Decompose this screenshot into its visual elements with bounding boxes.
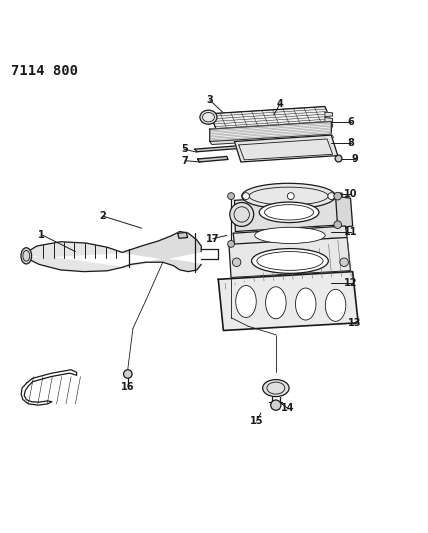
Polygon shape (233, 226, 347, 244)
Polygon shape (210, 122, 331, 141)
Circle shape (340, 258, 348, 266)
Text: 14: 14 (281, 403, 294, 413)
Circle shape (232, 258, 241, 266)
Ellipse shape (266, 287, 286, 319)
Circle shape (335, 155, 342, 162)
Text: 2: 2 (100, 211, 107, 221)
Text: 7114 800: 7114 800 (12, 64, 78, 78)
Text: 11: 11 (344, 228, 357, 237)
Circle shape (228, 240, 235, 247)
Ellipse shape (325, 289, 346, 321)
Text: 6: 6 (347, 117, 354, 127)
Polygon shape (122, 231, 201, 272)
Ellipse shape (252, 248, 328, 273)
Ellipse shape (295, 288, 316, 320)
Text: 3: 3 (206, 95, 213, 105)
Polygon shape (325, 118, 333, 122)
Circle shape (124, 370, 132, 378)
Circle shape (334, 221, 342, 229)
Text: 1: 1 (38, 230, 45, 239)
Ellipse shape (21, 248, 32, 264)
Circle shape (334, 192, 342, 200)
Polygon shape (198, 156, 228, 162)
Polygon shape (24, 242, 122, 272)
Text: 10: 10 (344, 189, 357, 199)
Text: 16: 16 (121, 382, 134, 392)
Ellipse shape (236, 286, 256, 318)
Polygon shape (235, 193, 344, 231)
Ellipse shape (259, 202, 319, 223)
Polygon shape (336, 196, 353, 228)
Text: 8: 8 (347, 138, 354, 148)
Polygon shape (325, 123, 333, 128)
Polygon shape (210, 134, 333, 144)
Ellipse shape (242, 183, 336, 209)
Polygon shape (210, 107, 331, 129)
Polygon shape (178, 232, 187, 238)
Circle shape (228, 193, 235, 199)
Text: 15: 15 (250, 416, 263, 426)
Circle shape (328, 193, 335, 199)
Polygon shape (229, 238, 351, 278)
Circle shape (243, 193, 250, 199)
Text: 9: 9 (351, 154, 358, 164)
Text: 5: 5 (181, 144, 187, 154)
Ellipse shape (255, 227, 325, 244)
Polygon shape (235, 135, 338, 162)
Text: 17: 17 (206, 234, 220, 244)
Circle shape (287, 193, 294, 199)
Text: 13: 13 (348, 318, 362, 328)
Polygon shape (218, 272, 358, 330)
Ellipse shape (263, 379, 289, 397)
Circle shape (271, 400, 281, 410)
Polygon shape (325, 112, 333, 117)
Polygon shape (195, 143, 268, 152)
Circle shape (230, 203, 254, 227)
Text: 7: 7 (181, 156, 188, 166)
Ellipse shape (200, 110, 217, 124)
Text: 12: 12 (344, 278, 357, 288)
Text: 4: 4 (277, 99, 283, 109)
